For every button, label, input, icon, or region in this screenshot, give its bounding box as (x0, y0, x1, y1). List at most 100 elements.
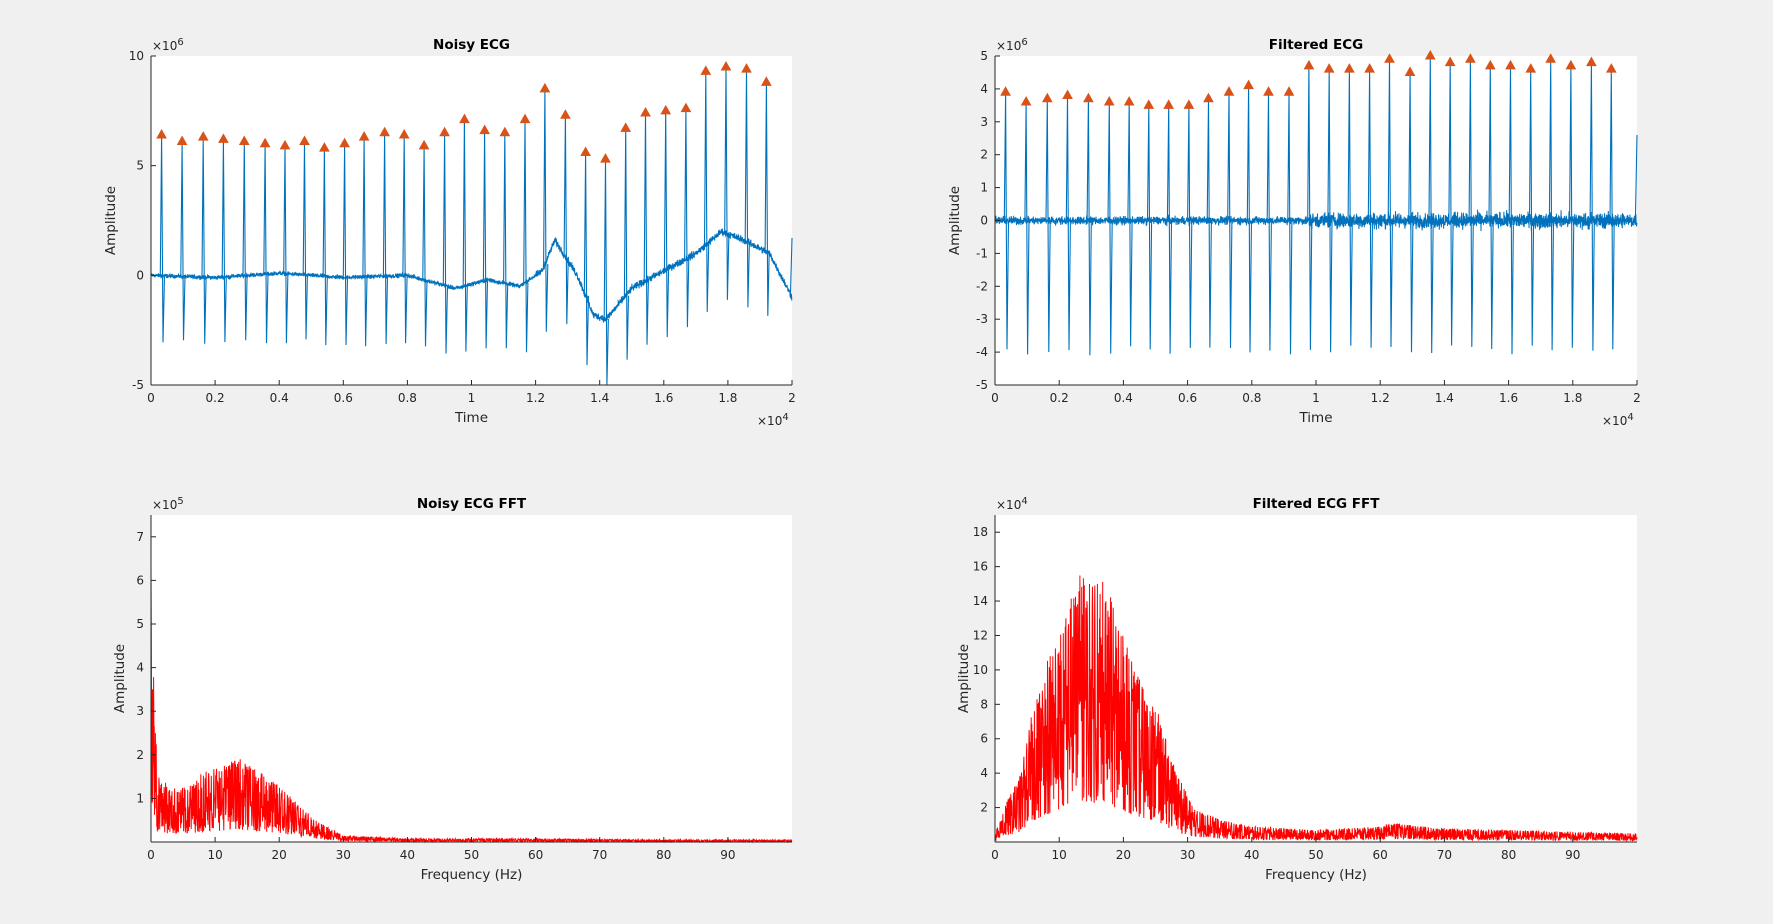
filtered-ecg-x-tick-label: 1.4 (1435, 391, 1454, 405)
filtered-ecg-peak-marker (1444, 56, 1456, 67)
filtered-ecg-peak-marker (1103, 96, 1115, 106)
noisy-ecg-peak-marker (560, 109, 571, 119)
noisy-ecg-qrs-spike (684, 108, 690, 328)
filtered-ecg-x-tick-label: 0.6 (1178, 391, 1197, 405)
noisy-ecg-qrs-spike (623, 128, 630, 360)
filtered-ecg-fft-x-tick-label: 50 (1308, 848, 1323, 862)
noisy-ecg-x-tick-label: 1 (468, 391, 476, 405)
filtered-ecg-x-tick-label: 1.2 (1371, 391, 1390, 405)
noisy-ecg-qrs-spike (402, 134, 408, 344)
noisy-ecg-qrs-spike (462, 119, 468, 352)
noisy-ecg-peak-marker (741, 63, 752, 73)
noisy-ecg-x-tick-label: 2 (788, 391, 796, 405)
noisy-ecg-peak-marker (600, 153, 611, 163)
filtered-ecg-peak-marker (1062, 89, 1073, 99)
noisy-ecg-y-tick-label: 10 (129, 49, 144, 63)
filtered-ecg-peak-marker (1364, 63, 1375, 73)
noisy-ecg-qrs-spike (283, 145, 289, 344)
filtered-ecg-x-multiplier: ×104 (1602, 412, 1634, 428)
filtered-ecg-end-segment (1634, 134, 1638, 221)
noisy-ecg-qrs-spike (442, 132, 449, 354)
noisy-ecg-peak-marker (680, 102, 692, 113)
noisy-ecg-x-label: Time (454, 410, 488, 426)
filtered-ecg-y-tick-label: 5 (980, 49, 988, 63)
filtered-ecg-qrs-spike (1187, 105, 1193, 349)
noisy-ecg-qrs-spike (159, 134, 166, 343)
filtered-ecg-fft-y-tick-label: 4 (980, 766, 988, 780)
filtered-ecg-peak-marker (1384, 53, 1395, 63)
noisy-ecg-fft-x-tick-label: 30 (336, 848, 351, 862)
filtered-ecg-fft-y-tick-label: 2 (980, 801, 988, 815)
noisy-ecg-peak-marker (418, 139, 430, 150)
filtered-ecg-x-tick-label: 0.8 (1242, 391, 1261, 405)
filtered-ecg-peak-marker (1223, 86, 1235, 96)
filtered-ecg-peak-marker (1163, 99, 1175, 109)
filtered-ecg-qrs-spike (1347, 69, 1353, 346)
noisy-ecg-peak-marker (499, 126, 511, 137)
filtered-ecg-peak-marker (1404, 66, 1416, 76)
noisy-ecg-x-tick-label: 0.4 (270, 391, 289, 405)
filtered-ecg-peak-marker (1565, 59, 1577, 70)
noisy-ecg-qrs-spike (242, 141, 248, 341)
noisy-ecg-fft-y-multiplier: ×105 (152, 496, 184, 512)
noisy-ecg-qrs-spike (583, 152, 590, 366)
noisy-ecg-peak-marker (398, 128, 410, 139)
noisy-ecg-qrs-spike (221, 139, 227, 343)
filtered-ecg-qrs-spike (1045, 98, 1051, 353)
filtered-ecg-x-tick-label: 0.4 (1114, 391, 1133, 405)
filtered-ecg-qrs-spike (1488, 65, 1494, 350)
filtered-ecg-peak-marker (1000, 86, 1011, 96)
noisy-ecg-peak-marker (218, 133, 229, 143)
noisy-ecg-fft-x-tick-label: 20 (272, 848, 287, 862)
noisy-ecg-qrs-spike (523, 119, 529, 353)
filtered-ecg-peak-marker (1525, 63, 1537, 73)
noisy-ecg-fft-title: Noisy ECG FFT (417, 496, 527, 512)
noisy-ecg-series-line (150, 228, 793, 323)
filtered-ecg-peak-marker (1243, 79, 1254, 90)
filtered-ecg-y-tick-label: 3 (980, 115, 988, 129)
noisy-ecg-fft-chart: 0 10 20 30 40 50 60 70 80 90 1 2 3 4 5 6 7 Noisy ECG FFT F… (112, 496, 793, 883)
noisy-ecg-qrs-spike (302, 141, 308, 340)
noisy-ecg-qrs-spike (482, 130, 489, 349)
noisy-ecg-peak-marker (479, 124, 490, 135)
filtered-ecg-peak-marker (1344, 63, 1355, 73)
noisy-ecg-peak-marker (379, 126, 390, 137)
filtered-ecg-fft-y-tick-label: 16 (973, 560, 988, 574)
noisy-ecg-peak-marker (519, 113, 531, 124)
filtered-ecg-qrs-spike (1327, 69, 1333, 353)
filtered-ecg-x-tick-label: 1 (1312, 391, 1320, 405)
filtered-ecg-peak-marker (1283, 86, 1295, 96)
filtered-ecg-fft-y-tick-label: 18 (973, 525, 988, 539)
filtered-ecg-qrs-spike (1246, 85, 1253, 353)
noisy-ecg-peak-marker (319, 142, 330, 152)
noisy-ecg-qrs-spike (503, 132, 509, 349)
noisy-ecg-plot-area (151, 56, 792, 385)
filtered-ecg-y-tick-label: 2 (980, 148, 988, 162)
noisy-ecg-qrs-spike (180, 141, 186, 341)
filtered-ecg-peak-marker (1263, 86, 1274, 96)
noisy-ecg-fft-x-tick-label: 70 (592, 848, 607, 862)
noisy-ecg-peak-marker (761, 76, 772, 86)
noisy-ecg-fft-y-label: Amplitude (112, 644, 128, 713)
filtered-ecg-x-tick-label: 0 (991, 391, 999, 405)
filtered-ecg-fft-y-tick-label: 10 (973, 663, 988, 677)
noisy-ecg-peak-marker (660, 104, 672, 115)
filtered-ecg-qrs-spike (1609, 69, 1615, 350)
noisy-ecg-qrs-spike (322, 148, 328, 346)
filtered-ecg-x-tick-label: 1.8 (1563, 391, 1582, 405)
filtered-ecg-fft-x-tick-label: 0 (991, 848, 999, 862)
filtered-ecg-peak-marker (1020, 96, 1032, 106)
filtered-ecg-x-tick-label: 1.6 (1499, 391, 1518, 405)
noisy-ecg-peak-marker (539, 82, 551, 93)
noisy-ecg-x-tick-label: 0.2 (206, 391, 225, 405)
filtered-ecg-peak-marker (1303, 59, 1315, 70)
filtered-ecg-fft-series-line (994, 575, 1638, 843)
filtered-ecg-y-tick-label: -2 (976, 279, 988, 293)
noisy-ecg-qrs-spike (201, 137, 207, 344)
filtered-ecg-y-tick-label: -4 (976, 345, 988, 359)
filtered-ecg-peak-marker (1484, 59, 1496, 70)
noisy-ecg-peak-marker (299, 135, 310, 146)
filtered-ecg-fft-x-tick-label: 80 (1501, 848, 1516, 862)
noisy-ecg-qrs-spike (382, 132, 389, 345)
